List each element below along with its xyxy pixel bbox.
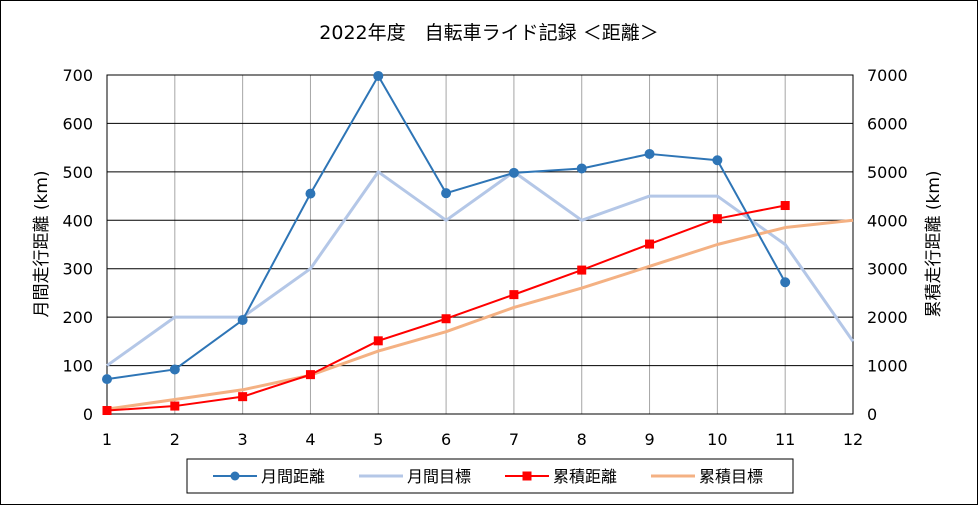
legend-label: 月間目標 — [407, 467, 471, 486]
x-tick-label: 12 — [843, 430, 863, 449]
legend-marker — [230, 471, 240, 481]
data-point — [509, 290, 519, 300]
y2-axis-label: 累積走行距離 (km) — [924, 170, 944, 317]
y2-tick-label: 4000 — [867, 211, 908, 230]
y-tick-label: 400 — [62, 211, 93, 230]
y-tick-label: 0 — [83, 405, 93, 424]
data-point — [373, 70, 384, 81]
x-tick-label: 5 — [373, 430, 383, 449]
y-tick-label: 200 — [62, 308, 93, 327]
series-line — [106, 218, 854, 411]
data-point — [441, 188, 452, 199]
x-tick-label: 9 — [644, 430, 654, 449]
y-tick-label: 600 — [62, 114, 93, 133]
y2-tick-label: 0 — [867, 405, 877, 424]
legend-marker — [522, 471, 532, 481]
data-point — [576, 163, 587, 174]
x-tick-label: 6 — [441, 430, 451, 449]
data-point — [780, 201, 790, 211]
y-tick-label: 100 — [62, 357, 93, 376]
legend-label: 累積目標 — [699, 467, 763, 486]
data-point — [238, 392, 248, 402]
data-point — [645, 239, 655, 249]
x-tick-label: 1 — [102, 430, 112, 449]
y2-tick-label: 2000 — [867, 308, 908, 327]
data-point — [305, 188, 316, 199]
series-line — [106, 170, 855, 367]
y-tick-label: 300 — [62, 260, 93, 279]
data-point — [577, 265, 587, 275]
data-point — [237, 315, 248, 326]
axes: 0100200300400500600700010002000300040005… — [62, 66, 907, 449]
x-tick-label: 4 — [305, 430, 315, 449]
x-tick-label: 7 — [509, 430, 519, 449]
data-point — [102, 406, 112, 416]
data-point — [373, 336, 383, 346]
x-tick-label: 11 — [775, 430, 795, 449]
x-tick-label: 8 — [577, 430, 587, 449]
legend-label: 累積距離 — [553, 467, 617, 486]
series-月間目標 — [106, 170, 855, 367]
data-point — [712, 214, 722, 224]
y-axis-label: 月間走行距離 (km) — [32, 170, 52, 317]
series-layer — [102, 70, 855, 416]
y-tick-label: 500 — [62, 163, 93, 182]
data-point — [170, 401, 180, 411]
y2-tick-label: 6000 — [867, 114, 908, 133]
grid — [106, 74, 854, 415]
plot-area-border — [106, 74, 854, 415]
series-月間距離 — [102, 70, 791, 385]
legend: 月間距離 月間目標 累積距離 累積目標 — [186, 458, 794, 494]
x-tick-label: 3 — [238, 430, 248, 449]
series-累積目標 — [106, 218, 854, 411]
data-point — [780, 277, 791, 288]
data-point — [441, 314, 451, 324]
data-point — [712, 155, 723, 166]
x-tick-label: 10 — [707, 430, 727, 449]
y2-tick-label: 3000 — [867, 260, 908, 279]
y2-tick-label: 1000 — [867, 357, 908, 376]
data-point — [102, 374, 112, 385]
series-累積距離 — [102, 201, 790, 416]
data-point — [644, 148, 655, 159]
x-tick-label: 2 — [170, 430, 180, 449]
data-point — [305, 370, 315, 380]
y2-tick-label: 7000 — [867, 66, 908, 85]
data-point — [508, 167, 519, 178]
legend-label: 月間距離 — [261, 467, 325, 486]
chart-title: 2022年度 自転車ライド記録 ＜距離＞ — [319, 22, 658, 44]
data-point — [169, 364, 180, 375]
y-tick-label: 700 — [62, 66, 93, 85]
y2-tick-label: 5000 — [867, 163, 908, 182]
